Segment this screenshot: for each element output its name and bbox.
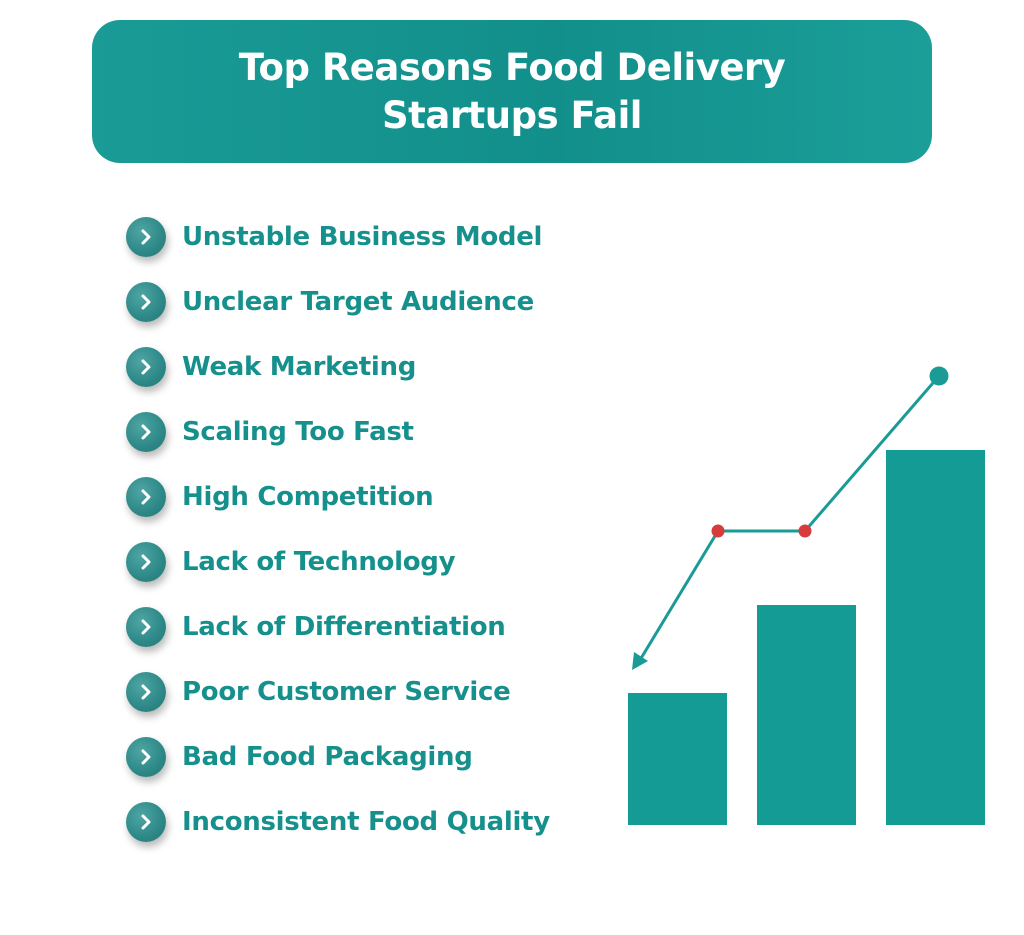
chevron-right-icon: [126, 671, 166, 712]
page-title: Top Reasons Food Delivery Startups Fail: [238, 45, 786, 137]
turn-marker-left: [711, 524, 725, 538]
list-item: Poor Customer Service: [126, 659, 626, 724]
reason-label: High Competition: [182, 481, 434, 512]
reason-label: Unclear Target Audience: [182, 286, 534, 317]
chevron-right-icon: [126, 606, 166, 647]
chevron-right-icon: [126, 281, 166, 322]
reason-label: Lack of Technology: [182, 546, 456, 577]
reason-label: Inconsistent Food Quality: [182, 806, 550, 837]
start-marker: [929, 366, 949, 386]
list-item: High Competition: [126, 464, 626, 529]
chevron-right-icon: [126, 476, 166, 517]
bar-small: [628, 693, 727, 825]
chevron-right-icon: [126, 541, 166, 582]
reason-label: Unstable Business Model: [182, 221, 543, 252]
reason-label: Lack of Differentiation: [182, 611, 506, 642]
bar-medium: [757, 605, 856, 825]
chevron-right-icon: [126, 736, 166, 777]
chevron-right-icon: [126, 411, 166, 452]
list-item: Unclear Target Audience: [126, 269, 626, 334]
trend-arrow-line: [638, 375, 941, 661]
reason-label: Bad Food Packaging: [182, 741, 473, 772]
list-item: Bad Food Packaging: [126, 724, 626, 789]
list-item: Weak Marketing: [126, 334, 626, 399]
reason-label: Scaling Too Fast: [182, 416, 414, 447]
chevron-right-icon: [126, 216, 166, 257]
arrowhead-icon: [632, 652, 648, 670]
title-banner: Top Reasons Food Delivery Startups Fail: [92, 20, 932, 163]
list-item: Lack of Differentiation: [126, 594, 626, 659]
reason-label: Poor Customer Service: [182, 676, 511, 707]
list-item: Unstable Business Model: [126, 204, 626, 269]
reasons-list: Unstable Business Model Unclear Target A…: [126, 204, 626, 854]
turn-marker-right: [798, 524, 812, 538]
reason-label: Weak Marketing: [182, 351, 417, 382]
chevron-right-icon: [126, 346, 166, 387]
list-item: Lack of Technology: [126, 529, 626, 594]
bar-large: [886, 450, 985, 825]
list-item: Inconsistent Food Quality: [126, 789, 626, 854]
chevron-right-icon: [126, 801, 166, 842]
list-item: Scaling Too Fast: [126, 399, 626, 464]
